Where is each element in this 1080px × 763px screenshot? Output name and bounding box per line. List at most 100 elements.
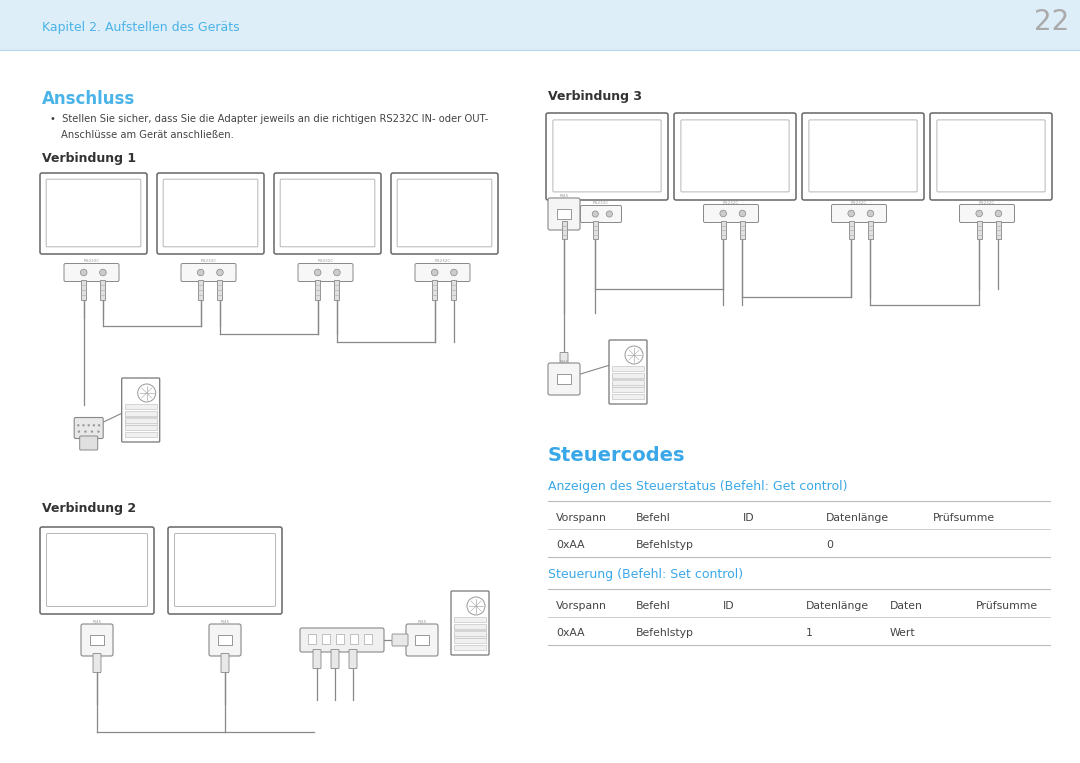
Text: Datenlänge: Datenlänge	[806, 601, 869, 611]
Text: Wert: Wert	[890, 628, 916, 638]
Bar	[199, 280, 203, 300]
Bar	[350, 634, 357, 644]
Bar	[336, 634, 345, 644]
FancyBboxPatch shape	[809, 120, 917, 192]
Bar	[454, 625, 486, 630]
Text: Kapitel 2. Aufstellen des Geräts: Kapitel 2. Aufstellen des Geräts	[42, 21, 240, 34]
Bar	[454, 624, 486, 629]
Bar	[124, 412, 157, 417]
FancyBboxPatch shape	[81, 624, 113, 656]
Circle shape	[592, 211, 598, 217]
Bar	[612, 366, 644, 371]
Circle shape	[314, 269, 321, 275]
Text: Steuerung (Befehl: Set control): Steuerung (Befehl: Set control)	[548, 568, 743, 581]
Text: 0xAA: 0xAA	[556, 540, 584, 550]
Bar	[322, 634, 330, 644]
FancyBboxPatch shape	[553, 120, 661, 192]
FancyBboxPatch shape	[581, 205, 621, 223]
Text: Befehl: Befehl	[636, 513, 671, 523]
FancyBboxPatch shape	[274, 173, 381, 254]
FancyBboxPatch shape	[40, 173, 147, 254]
FancyBboxPatch shape	[64, 263, 119, 282]
FancyBboxPatch shape	[75, 417, 104, 439]
FancyBboxPatch shape	[157, 173, 264, 254]
Circle shape	[606, 211, 612, 217]
Text: RS232C: RS232C	[318, 259, 334, 263]
Bar	[124, 420, 157, 425]
Circle shape	[625, 346, 643, 364]
FancyBboxPatch shape	[703, 204, 758, 223]
Circle shape	[84, 430, 86, 433]
FancyBboxPatch shape	[609, 340, 647, 404]
Bar	[454, 617, 486, 622]
FancyBboxPatch shape	[175, 533, 275, 607]
Text: 0: 0	[826, 540, 833, 550]
Bar	[849, 221, 853, 239]
Bar	[451, 280, 457, 300]
Text: Verbindung 3: Verbindung 3	[548, 90, 642, 103]
FancyBboxPatch shape	[40, 527, 154, 614]
Bar	[976, 221, 982, 239]
Bar	[432, 280, 437, 300]
Bar	[308, 634, 316, 644]
Bar	[90, 635, 104, 645]
Circle shape	[431, 269, 438, 275]
Text: Vorspann: Vorspann	[556, 601, 607, 611]
FancyBboxPatch shape	[392, 634, 408, 646]
FancyBboxPatch shape	[300, 628, 384, 652]
FancyBboxPatch shape	[548, 198, 580, 230]
Text: RS232C: RS232C	[851, 201, 867, 204]
Bar	[0, 0, 1080, 50]
Text: RJ45: RJ45	[559, 359, 568, 363]
Bar	[217, 280, 222, 300]
Circle shape	[138, 384, 156, 402]
Circle shape	[98, 424, 100, 427]
Bar	[593, 221, 598, 239]
Bar	[740, 221, 745, 239]
FancyBboxPatch shape	[93, 653, 102, 672]
FancyBboxPatch shape	[210, 624, 241, 656]
Circle shape	[848, 210, 854, 217]
Circle shape	[334, 269, 340, 275]
Bar	[124, 418, 157, 423]
Circle shape	[739, 210, 745, 217]
Bar	[364, 634, 372, 644]
Text: Vorspann: Vorspann	[556, 513, 607, 523]
Text: Verbindung 2: Verbindung 2	[42, 502, 136, 515]
Circle shape	[995, 210, 1002, 217]
Bar	[454, 631, 486, 636]
Circle shape	[198, 269, 204, 275]
Bar	[612, 394, 644, 399]
FancyBboxPatch shape	[330, 649, 339, 668]
Circle shape	[82, 424, 84, 427]
Bar	[996, 221, 1001, 239]
Circle shape	[77, 424, 80, 427]
Text: ID: ID	[743, 513, 755, 523]
Text: Befehlstyp: Befehlstyp	[636, 540, 694, 550]
Bar	[454, 645, 486, 650]
Text: RJ45: RJ45	[93, 620, 102, 624]
Bar	[81, 280, 86, 300]
Circle shape	[80, 269, 87, 275]
Text: RJ45: RJ45	[220, 620, 230, 624]
Bar	[315, 280, 320, 300]
Circle shape	[87, 424, 90, 427]
Bar	[557, 208, 571, 219]
FancyBboxPatch shape	[930, 113, 1052, 200]
Bar	[124, 404, 157, 409]
Bar	[454, 638, 486, 643]
Bar	[612, 382, 644, 387]
Bar	[218, 635, 232, 645]
Circle shape	[867, 210, 874, 217]
Bar	[124, 411, 157, 416]
FancyBboxPatch shape	[406, 624, 438, 656]
Bar	[868, 221, 873, 239]
Bar	[612, 373, 644, 378]
FancyBboxPatch shape	[46, 179, 140, 246]
Circle shape	[720, 210, 727, 217]
Text: RJ45: RJ45	[418, 620, 427, 624]
FancyBboxPatch shape	[674, 113, 796, 200]
FancyBboxPatch shape	[415, 263, 470, 282]
Text: Anschluss: Anschluss	[42, 90, 135, 108]
Text: Verbindung 1: Verbindung 1	[42, 152, 136, 165]
